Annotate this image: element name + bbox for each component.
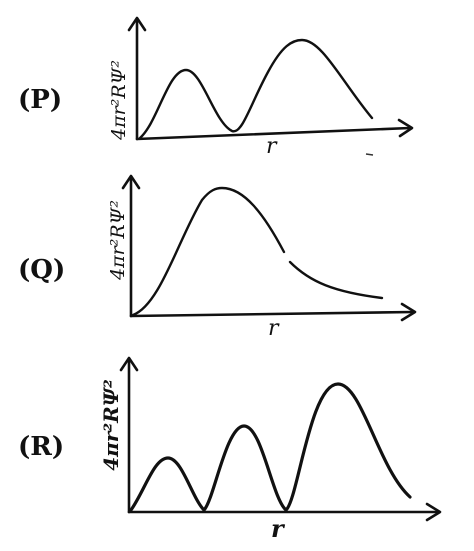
panel-q-x-axis-arrow — [400, 302, 417, 322]
panel-p-x-axis-label: r — [266, 134, 278, 159]
panel-r-x-axis-arrow — [425, 502, 442, 522]
panel-q-distribution-curve-left — [131, 186, 286, 317]
panel-q-x-axis-label: r — [268, 316, 280, 341]
panel-q-label: (Q) — [18, 255, 65, 285]
panel-r-distribution-curve — [129, 382, 412, 512]
panel-r: (R) 4πr²RΨ² r — [18, 356, 442, 543]
panel-q-x-axis — [129, 310, 415, 318]
panel-r-y-axis-arrow — [119, 356, 139, 372]
panel-q-distribution-curve-right — [288, 260, 384, 300]
panel-p-stray-mark — [365, 153, 374, 156]
panel-q-y-axis-arrow — [121, 174, 141, 190]
panel-q: (Q) 4πr²RΨ² r — [18, 174, 417, 341]
panel-p-distribution-curve — [138, 38, 374, 140]
panel-p-x-axis-arrow — [397, 118, 414, 138]
panel-r-x-axis-label: r — [271, 514, 286, 543]
panel-p: (P) 4πr²RΨ² r — [18, 16, 414, 159]
panel-q-y-axis-label: 4πr²RΨ² — [107, 200, 129, 281]
panel-p-x-axis — [135, 126, 412, 141]
panel-p-label: (P) — [18, 85, 62, 115]
panel-r-y-axis-label: 4πr²RΨ² — [99, 379, 123, 471]
panel-p-y-axis-arrow — [127, 16, 147, 32]
panel-r-label: (R) — [18, 432, 64, 462]
panel-p-y-axis-label: 4πr²RΨ² — [108, 60, 130, 141]
